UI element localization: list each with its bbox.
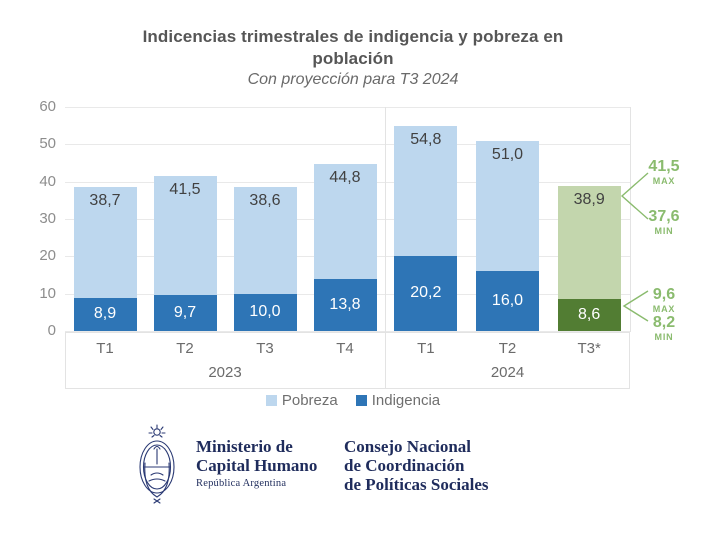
- legend-item-pobreza: Pobreza: [265, 392, 338, 409]
- bar-segment-pobreza: [233, 186, 297, 294]
- year-group-divider-line: [385, 107, 386, 389]
- x-axis-quarter-label: T2: [176, 340, 194, 357]
- bar-segment-indigencia: [313, 279, 377, 331]
- ministry-subtitle: República Argentina: [196, 478, 287, 489]
- bar-segment-pobreza: [153, 176, 217, 295]
- bar-value-label-pobreza: 38,7: [89, 191, 121, 209]
- council-logo-text: Consejo Nacional de Coordinación de Polí…: [344, 437, 488, 494]
- bar-segment-indigencia: [233, 293, 297, 331]
- footer-logos: Ministerio de Capital Humano República A…: [0, 420, 706, 520]
- bar-value-label-indigencia: 20,2: [410, 284, 442, 302]
- ministry-line1: Ministerio de: [196, 437, 293, 456]
- bar-value-label-pobreza: 44,8: [329, 168, 361, 186]
- projection-max-value: 41,5: [648, 158, 680, 175]
- bar-value-label-indigencia: 8,9: [93, 305, 117, 323]
- bar-value-label-pobreza: 54,8: [410, 131, 442, 149]
- y-axis-tick-label: 20: [39, 247, 56, 265]
- projection-min-caption: MIN: [654, 332, 674, 342]
- chart-legend: Pobreza Indigencia: [0, 392, 706, 409]
- x-axis-label-box: [65, 332, 630, 389]
- y-axis-tick-label: 0: [47, 322, 56, 339]
- bar-segment-indigencia: [73, 297, 137, 331]
- bar-segment-indigencia-projection: [557, 298, 621, 331]
- bar-value-label-pobreza: 38,6: [249, 191, 281, 209]
- chart-title-line2: población: [312, 49, 394, 69]
- gridline: [65, 144, 630, 146]
- projection-min-value: 8,2: [652, 314, 676, 331]
- bar-segment-pobreza-projection: [557, 185, 621, 299]
- bar-segment-indigencia: [153, 294, 217, 331]
- y-axis-tick-label: 60: [39, 98, 56, 115]
- bar-value-label-indigencia: 13,8: [329, 296, 361, 314]
- projection-max-caption: MAX: [652, 176, 676, 186]
- bar-segment-pobreza: [394, 126, 458, 256]
- legend-label-indigencia: Indigencia: [371, 392, 441, 409]
- chart-title: Indicencias trimestrales de indigencia y…: [0, 26, 706, 70]
- projection-max-caption: MAX: [652, 304, 676, 314]
- bar-value-label-pobreza: 38,9: [573, 190, 605, 208]
- x-axis-year-label: 2024: [490, 364, 525, 381]
- chart-subtitle: Con proyección para T3 2024: [247, 71, 459, 88]
- council-line3: de Políticas Sociales: [344, 475, 489, 494]
- bar-value-label-pobreza: 51,0: [491, 145, 524, 163]
- legend-item-indigencia: Indigencia: [355, 392, 441, 409]
- bar-value-label-indigencia: 8,6: [578, 305, 601, 323]
- bar-segment-pobreza: [313, 163, 377, 280]
- x-axis-quarter-label: T2: [498, 340, 517, 357]
- council-line1: Consejo Nacional: [344, 437, 472, 456]
- ministry-logo-text: Ministerio de Capital Humano República A…: [196, 437, 317, 489]
- bar-value-label-pobreza: 41,5: [169, 181, 201, 199]
- bar-segment-indigencia: [476, 271, 539, 331]
- legend-swatch-pobreza-icon: [265, 395, 277, 406]
- y-axis-tick-label: 10: [39, 284, 56, 302]
- x-axis-year-label: 2023: [208, 364, 242, 381]
- ministry-line2: Capital Humano: [196, 456, 318, 475]
- y-axis-tick-label: 40: [39, 172, 56, 190]
- legend-swatch-indigencia-icon: [355, 395, 367, 406]
- plot-right-border-line: [630, 107, 631, 332]
- y-axis-tick-label: 30: [39, 210, 56, 227]
- x-axis-quarter-label: T3: [256, 340, 274, 357]
- gridline: [65, 331, 630, 332]
- legend-label-pobreza: Pobreza: [281, 392, 338, 409]
- bar-segment-pobreza: [73, 186, 137, 298]
- x-axis-quarter-label: T4: [336, 340, 354, 357]
- chart-title-line1: Indicencias trimestrales de indigencia y…: [142, 27, 564, 46]
- argentina-coat-of-arms-icon: [139, 424, 175, 504]
- x-axis-quarter-label: T1: [96, 340, 114, 357]
- projection-min-value: 37,6: [648, 208, 680, 225]
- council-line2: de Coordinación: [344, 456, 465, 475]
- bar-segment-pobreza: [476, 140, 539, 272]
- bar-segment-indigencia: [394, 255, 458, 331]
- x-axis-quarter-label: T1: [417, 340, 435, 357]
- projection-min-caption: MIN: [654, 226, 674, 236]
- gridline: [65, 107, 630, 108]
- y-axis-tick-label: 50: [39, 135, 56, 153]
- x-axis-quarter-label: T3*: [577, 340, 601, 357]
- projection-max-value: 9,6: [652, 286, 676, 303]
- bar-value-label-indigencia: 10,0: [249, 303, 281, 321]
- bar-value-label-indigencia: 16,0: [491, 292, 524, 310]
- bar-value-label-indigencia: 9,7: [173, 303, 197, 321]
